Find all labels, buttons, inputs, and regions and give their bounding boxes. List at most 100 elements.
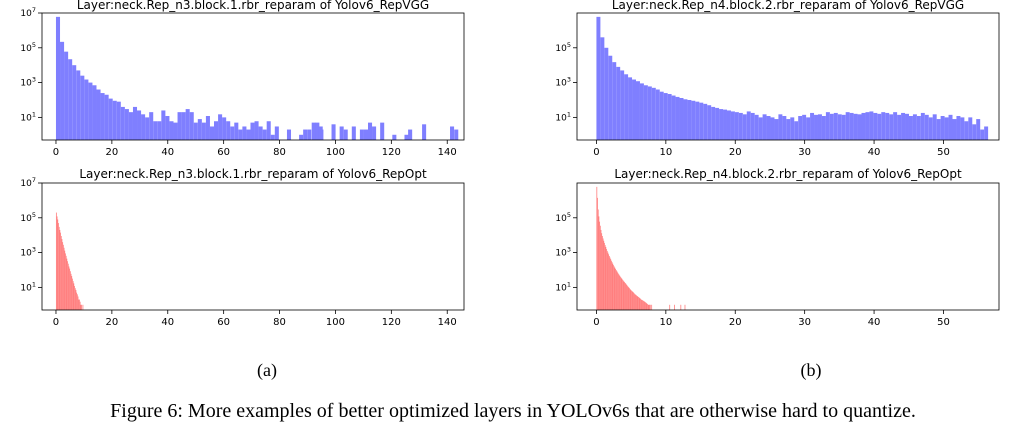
histogram-bar (185, 109, 190, 140)
y-tick-label: 105 (20, 41, 36, 54)
histogram-bar (165, 116, 170, 140)
histogram-bar (738, 112, 743, 140)
histogram-bar (601, 235, 603, 310)
x-tick-label: 140 (438, 317, 457, 328)
histogram-bar (912, 114, 917, 140)
histogram-bar (604, 245, 606, 310)
histogram-bar (597, 197, 598, 310)
histogram-bar (74, 288, 76, 310)
histogram-bar (205, 116, 210, 140)
histogram-bar (606, 249, 607, 310)
x-tick-label: 50 (937, 317, 950, 328)
histogram-bar (655, 89, 660, 140)
histogram-bar (624, 282, 626, 310)
chart-title: Layer:neck.Rep_n4.block.2.rbr_reparam of… (612, 0, 964, 12)
histogram-bar (758, 117, 763, 140)
histogram-bar (617, 273, 619, 310)
x-tick-label: 50 (937, 147, 950, 158)
histogram-bar (833, 112, 838, 140)
histogram-bar (80, 75, 85, 140)
histogram-bar (638, 297, 640, 310)
histogram-bar (742, 114, 747, 140)
histogram-bar (643, 85, 648, 140)
histogram-bar (841, 114, 846, 140)
histogram-bar (821, 116, 826, 140)
histogram-bar (651, 87, 656, 140)
histogram-bar (368, 122, 373, 140)
histogram-bar (132, 106, 138, 140)
histogram-bar (422, 124, 427, 140)
histogram-bar (622, 279, 623, 310)
histogram-bar (598, 216, 600, 310)
histogram-bar (242, 126, 247, 140)
histogram-bar (640, 298, 641, 310)
histogram-bar (659, 91, 664, 140)
histogram-bar (684, 304, 686, 310)
histogram-bar (197, 119, 202, 140)
histogram-bar (614, 267, 616, 310)
histogram-bar (640, 299, 642, 310)
histogram-bar (602, 238, 604, 310)
histogram-bar (209, 126, 215, 140)
histogram-bar (55, 16, 61, 140)
histogram-bar (691, 100, 696, 140)
histogram-bar (607, 252, 609, 310)
histogram-bar (952, 119, 957, 140)
histogram-bar (169, 121, 174, 140)
histogram-bar (303, 129, 308, 140)
histogram-bar (651, 304, 653, 310)
histogram-bar (112, 100, 117, 140)
histogram-bar (59, 229, 61, 310)
x-tick-label: 60 (217, 317, 230, 328)
histogram-bar (76, 292, 78, 310)
histogram-bar (916, 116, 921, 140)
histogram-bar (193, 122, 198, 140)
histogram-bar (623, 281, 625, 310)
histogram-bar (984, 126, 989, 140)
histogram-bar (222, 117, 227, 140)
histogram-bar (814, 114, 818, 140)
histogram-bar (829, 113, 834, 140)
histogram-bar (604, 47, 609, 140)
histogram-bar (940, 116, 945, 140)
histogram-bar (161, 110, 166, 140)
histogram-bar (646, 303, 648, 310)
x-tick-label: 0 (593, 317, 599, 328)
histogram-bar (363, 129, 368, 140)
histogram-bar (687, 99, 692, 140)
subcaption-a: (a) (257, 360, 277, 380)
histogram-bar (238, 129, 243, 140)
x-tick-label: 100 (326, 147, 345, 158)
x-tick-label: 80 (273, 317, 286, 328)
histogram-bar (616, 271, 618, 310)
histogram-bar (647, 304, 649, 310)
x-tick-label: 20 (729, 147, 742, 158)
histogram-bar (608, 55, 613, 141)
chart-title: Layer:neck.Rep_n3.block.1.rbr_reparam of… (79, 167, 427, 181)
histogram-bar (343, 129, 348, 140)
histogram-bar (632, 291, 634, 310)
histogram-bar (778, 114, 783, 140)
histogram-bar (262, 129, 267, 140)
histogram-bar (810, 112, 815, 140)
histogram-bar (893, 112, 898, 140)
histogram-bar (936, 119, 941, 140)
histogram-bar (782, 116, 787, 140)
y-tick-label: 105 (555, 41, 571, 54)
histogram-bar (881, 112, 886, 140)
histogram-bar (60, 232, 61, 310)
histogram-bar (750, 112, 755, 140)
histogram-bar (825, 112, 830, 140)
x-tick-label: 30 (798, 317, 811, 328)
histogram-bar (715, 107, 720, 140)
histogram-bar (230, 126, 235, 140)
histogram-bar (606, 250, 608, 310)
histogram-n3-repvgg: Layer:neck.Rep_n3.block.1.rbr_reparam of… (20, 0, 465, 158)
histogram-bar (647, 304, 648, 310)
histogram-bar (845, 112, 850, 140)
histogram-bar (153, 121, 158, 140)
histogram-bar (254, 121, 259, 140)
histogram-bar (920, 112, 925, 140)
histogram-bar (642, 300, 644, 310)
histogram-bar (924, 114, 929, 140)
